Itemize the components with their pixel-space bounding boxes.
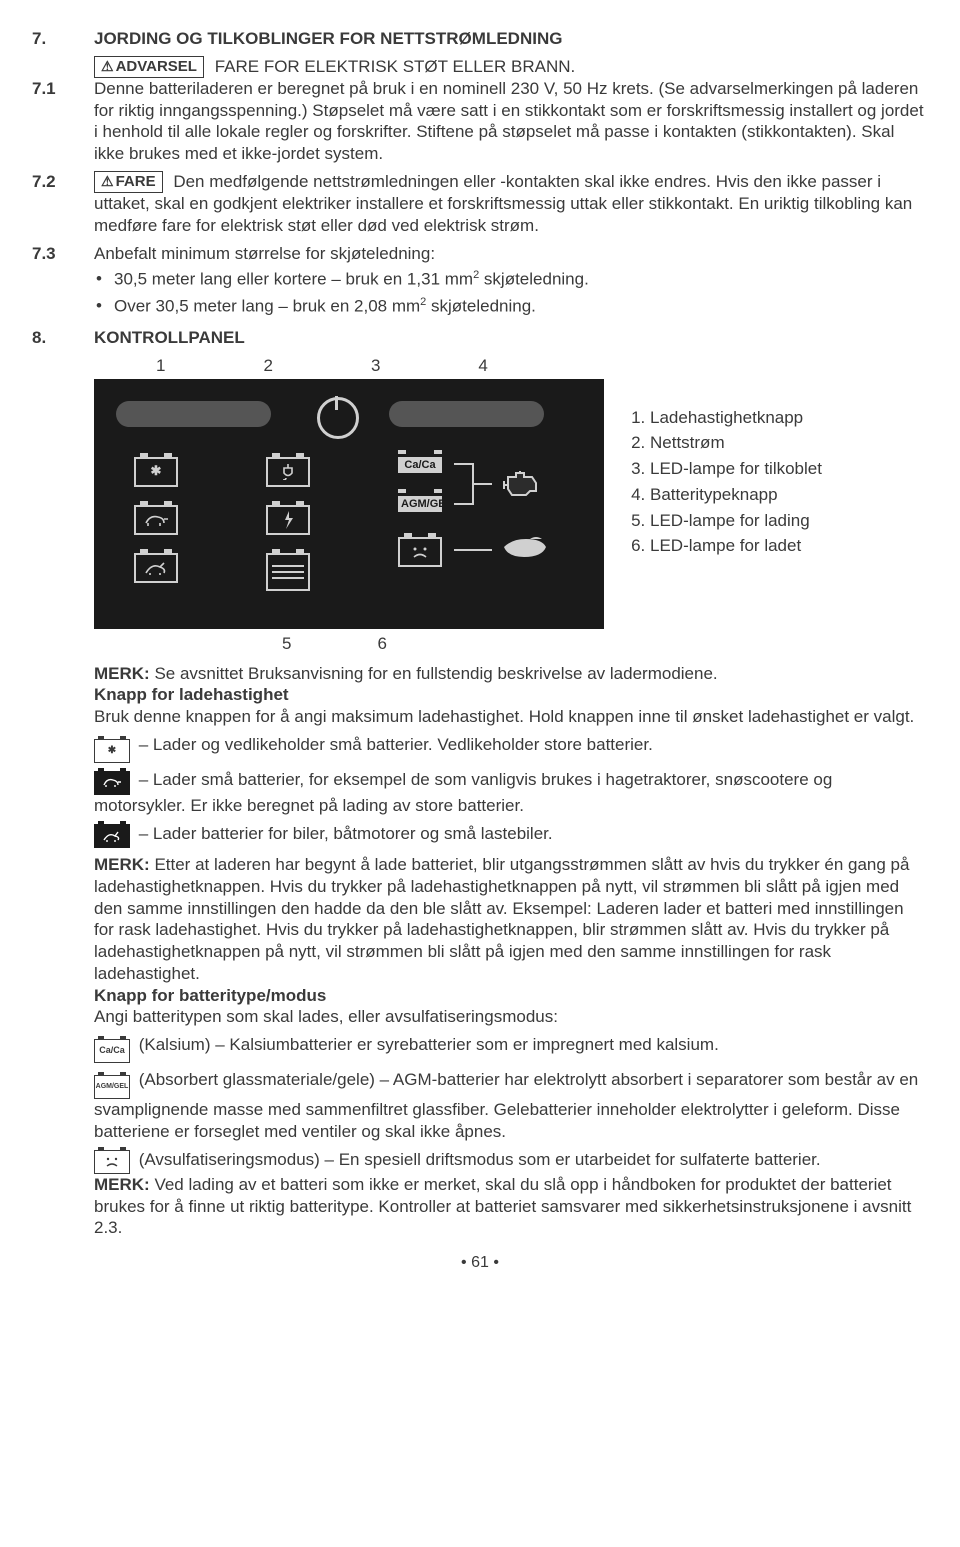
battery-type-intro: Angi batteritypen som skal lades, eller … [94, 1006, 928, 1028]
page-number: • 61 • [32, 1253, 928, 1273]
type-button-icon [389, 401, 544, 427]
snowflake-battery-icon: ✱ [94, 739, 130, 763]
note-lead: MERK: [94, 1175, 150, 1194]
note-text: Ved lading av et batteri som ikke er mer… [94, 1175, 911, 1238]
agm-icon: AGM/GEL [94, 1075, 130, 1099]
rate-intro: Bruk denne knappen for å angi maksimum l… [94, 706, 928, 728]
section-title: JORDING OG TILKOBLINGER FOR NETTSTRØMLED… [94, 28, 928, 50]
rabbit-battery-icon [94, 824, 130, 848]
note-text: Etter at laderen har begynt å lade batte… [94, 855, 909, 983]
section-7-1: 7.1 Denne batteriladeren er beregnet på … [32, 78, 928, 165]
bullet-item: 30,5 meter lang eller kortere – bruk en … [94, 268, 928, 290]
bullet-item: Over 30,5 meter lang – bruk en 2,08 mm2 … [94, 295, 928, 317]
rate-option-1: ✱ – Lader og vedlikeholder små batterier… [94, 734, 928, 763]
rate-option-3: – Lader batterier for biler, båtmotorer … [94, 823, 928, 849]
plug-icon [266, 457, 310, 487]
caca-icon: Ca/Ca [94, 1039, 130, 1063]
legend-item: Nettstrøm [650, 432, 822, 454]
section-number: 7. [32, 28, 94, 50]
note-lead: MERK: [94, 855, 150, 874]
battery-rabbit-icon [134, 553, 178, 583]
section-7-warning: ⚠ADVARSEL FARE FOR ELEKTRISK STØT ELLER … [94, 56, 928, 78]
note-text: Se avsnittet Bruksanvisning for en fulls… [150, 664, 718, 683]
charged-led-icon [266, 553, 310, 591]
legend-item: LED-lampe for tilkoblet [650, 458, 822, 480]
type-option-caca: Ca/Ca (Kalsium) – Kalsiumbatterier er sy… [94, 1034, 928, 1063]
legend-item: Ladehastighetknapp [650, 407, 822, 429]
turtle-battery-icon [94, 771, 130, 795]
legend-item: LED-lampe for lading [650, 510, 822, 532]
note-lead: MERK: [94, 664, 150, 683]
panel-legend: Ladehastighetknapp Nettstrøm LED-lampe f… [628, 379, 822, 562]
rate-option-2: – Lader små batterier, for eksempel de s… [94, 769, 928, 816]
battery-snowflake-icon: ✱ [134, 457, 178, 487]
battery-turtle-icon [134, 505, 178, 535]
section-number: 7.1 [32, 78, 94, 100]
section-7-heading: 7. JORDING OG TILKOBLINGER FOR NETTSTRØM… [32, 28, 928, 50]
callout-num: 1 [156, 355, 165, 377]
section-text: Den medfølgende nettstrømledningen eller… [94, 172, 912, 235]
callout-num: 5 [282, 633, 291, 655]
callout-num: 3 [371, 355, 380, 377]
warning-text: FARE FOR ELEKTRISK STØT ELLER BRANN. [215, 57, 576, 76]
rate-heading: Knapp for ladehastighet [94, 684, 928, 706]
callout-num: 2 [263, 355, 272, 377]
section-number: 8. [32, 327, 94, 349]
power-icon [317, 397, 359, 439]
control-panel-figure: 1 2 3 4 ✱ [94, 355, 928, 629]
type-option-agm: AGM/GEL (Absorbert glassmateriale/gele) … [94, 1069, 928, 1143]
section-lead: Anbefalt minimum størrelse for skjøteled… [94, 244, 435, 263]
fare-badge: ⚠FARE [94, 171, 163, 193]
section-title: KONTROLLPANEL [94, 327, 928, 349]
agm-label-icon: AGM/GEL [398, 496, 442, 512]
section-number: 7.2 [32, 171, 94, 193]
control-panel: ✱ Ca/Ca AGM/GEL [94, 379, 604, 629]
sad-battery-icon [398, 537, 442, 567]
type-option-desulfate: (Avsulfatiseringsmodus) – En spesiell dr… [94, 1149, 928, 1174]
sad-battery-inline-icon [94, 1150, 130, 1174]
note-2: MERK: Etter at laderen har begynt å lade… [94, 854, 928, 985]
section-7-2: 7.2 ⚠FARE Den medfølgende nettstrømledni… [32, 171, 928, 237]
engine-icon [502, 471, 540, 497]
charging-led-icon [266, 505, 310, 535]
section-body: Anbefalt minimum størrelse for skjøteled… [94, 243, 928, 322]
section-number: 7.3 [32, 243, 94, 265]
legend-item: Batteritypeknapp [650, 484, 822, 506]
boat-icon [502, 535, 548, 559]
section-7-3: 7.3 Anbefalt minimum størrelse for skjøt… [32, 243, 928, 322]
bullet-list: 30,5 meter lang eller kortere – bruk en … [94, 268, 928, 317]
section-text: Denne batteriladeren er beregnet på bruk… [94, 78, 928, 165]
legend-item: LED-lampe for ladet [650, 535, 822, 557]
caca-label-icon: Ca/Ca [398, 457, 442, 473]
note-1: MERK: Se avsnittet Bruksanvisning for en… [94, 663, 928, 685]
advarsel-badge: ⚠ADVARSEL [94, 56, 204, 78]
panel-callout-top: 1 2 3 4 [94, 355, 928, 377]
callout-num: 4 [478, 355, 487, 377]
section-8-heading: 8. KONTROLLPANEL [32, 327, 928, 349]
note-3: MERK: Ved lading av et batteri som ikke … [94, 1174, 928, 1239]
callout-num: 6 [377, 633, 386, 655]
rate-button-icon [116, 401, 271, 427]
battery-type-heading: Knapp for batteritype/modus [94, 985, 928, 1007]
panel-callout-bottom: 5 6 [94, 633, 387, 655]
section-body: ⚠FARE Den medfølgende nettstrømledningen… [94, 171, 928, 237]
